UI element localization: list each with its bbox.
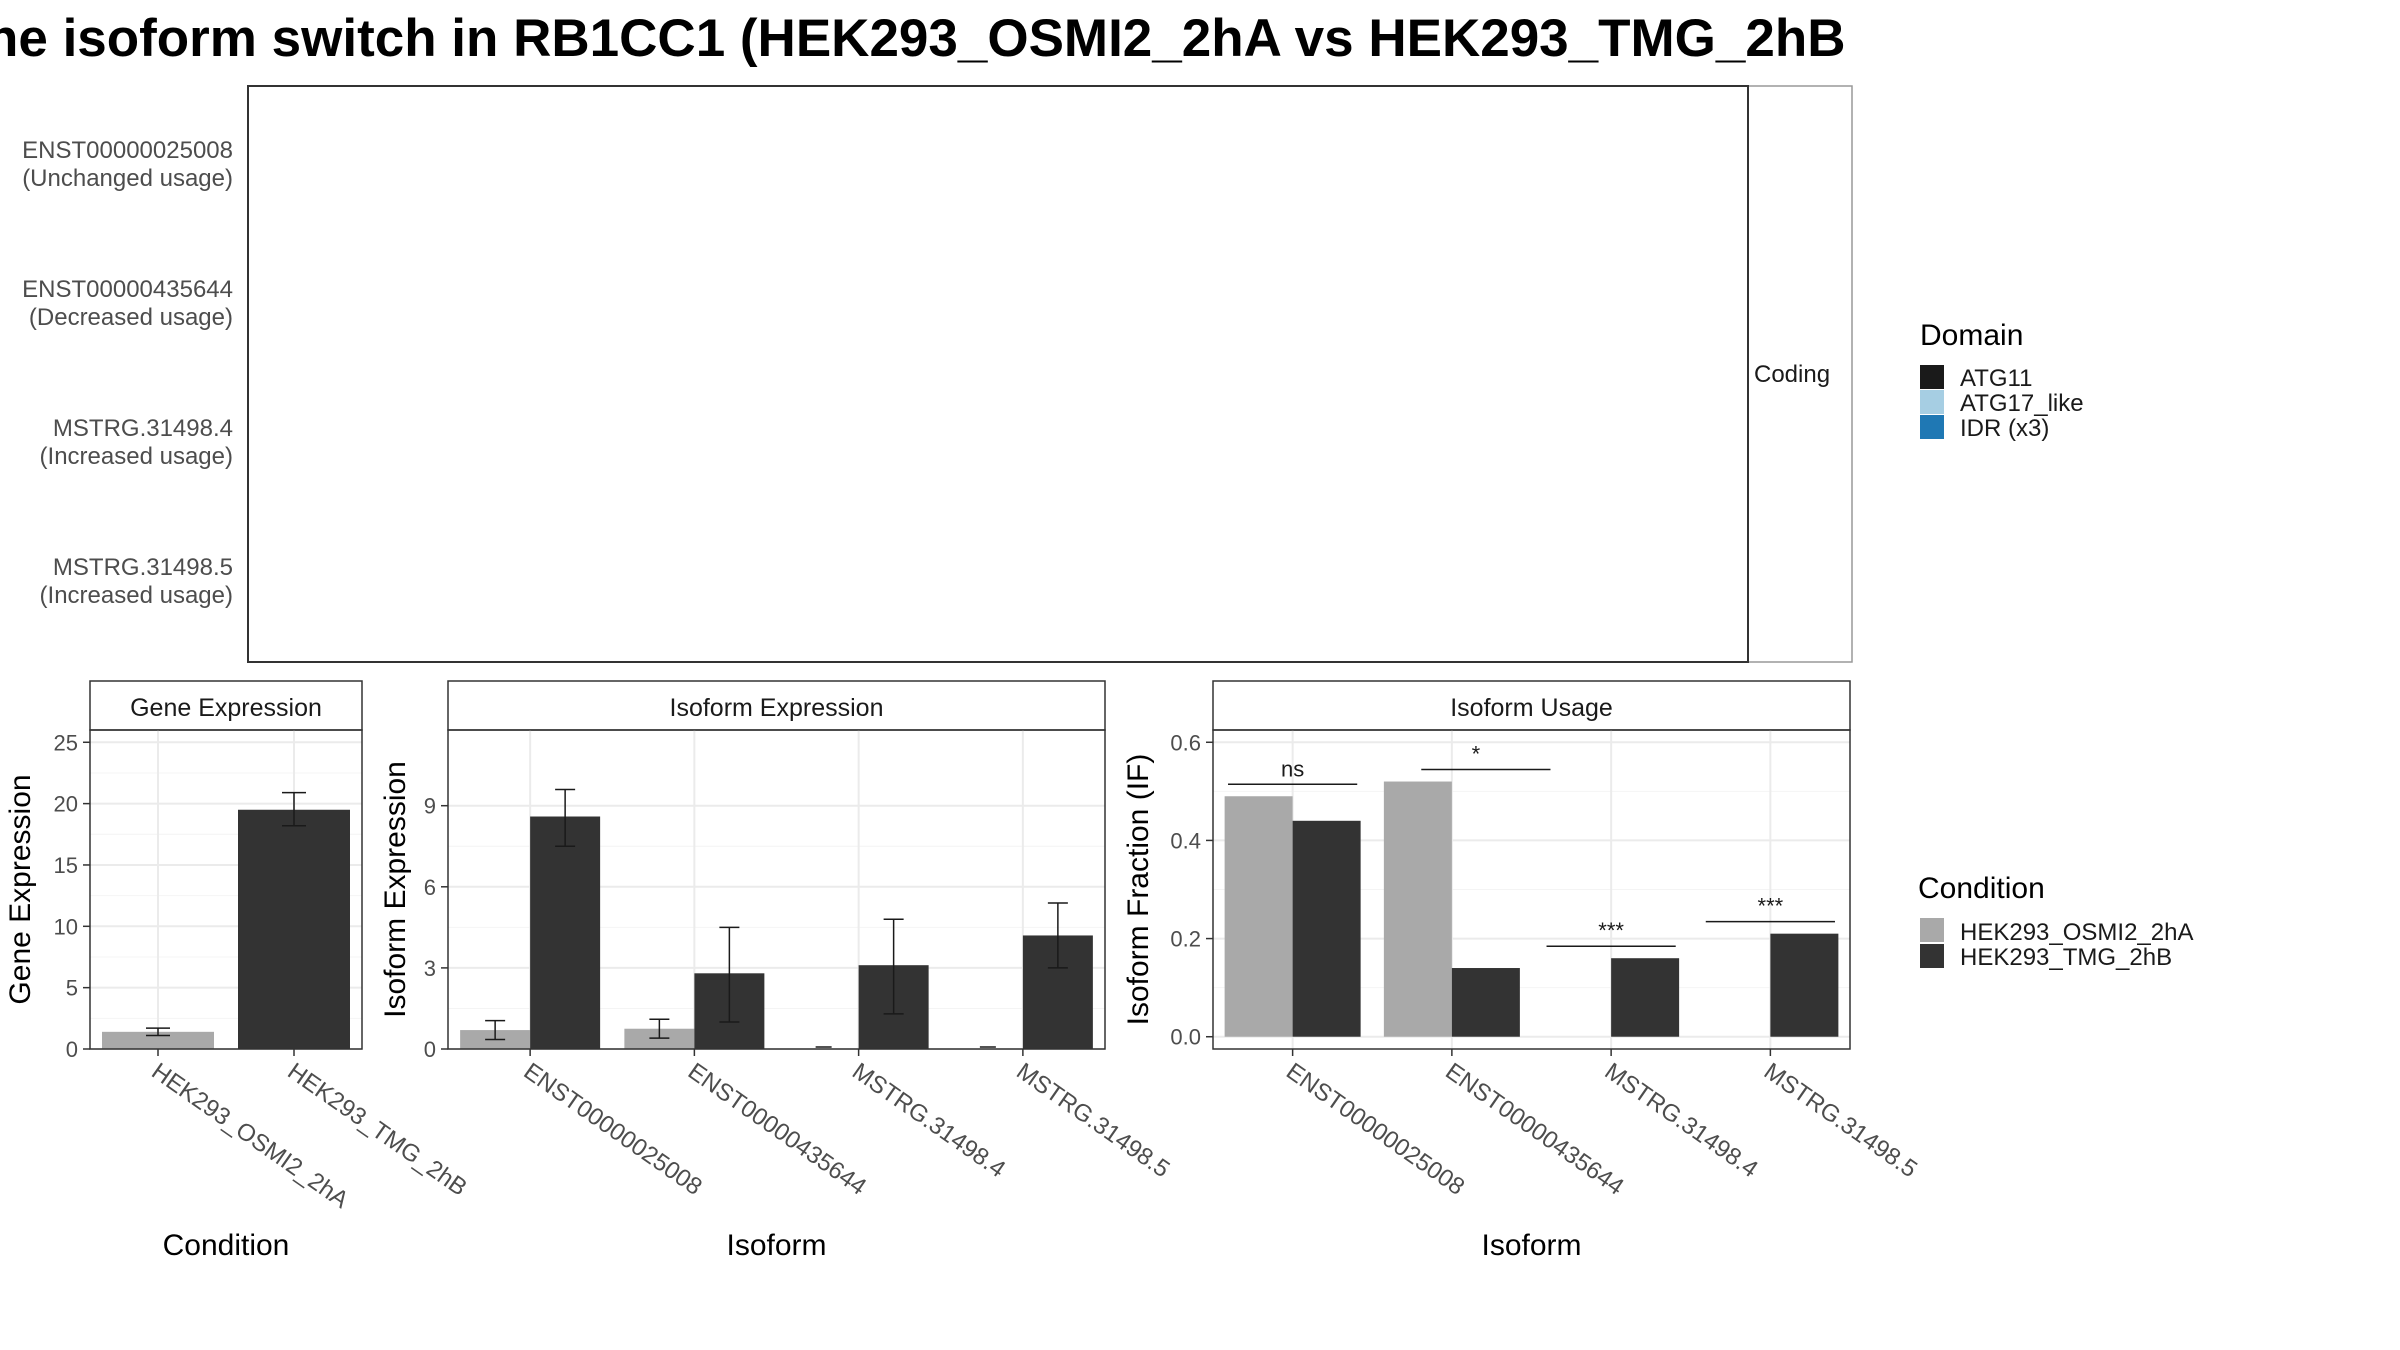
y-tick-label: 0 <box>66 1037 78 1062</box>
x-tick-label: MSTRG.31498.4 <box>1600 1058 1763 1183</box>
structure-panel-border <box>247 85 1749 663</box>
isoform-expression-y-axis-title: Isoform Expression <box>379 761 412 1018</box>
bar <box>1224 796 1293 1037</box>
isoform-usage-label: (Increased usage) <box>40 443 233 470</box>
isoform-id-label: MSTRG.31498.5 <box>53 554 233 581</box>
significance-label: *** <box>1598 918 1624 943</box>
isoform-usage-panel: Isoform Usagens*******0.00.20.40.6ENST00… <box>1122 680 1922 1262</box>
significance-label: ns <box>1281 756 1304 781</box>
isoform-expression-strip <box>447 680 1106 731</box>
isoform-expression-panel: Isoform Expression 0 3 6 9 ENST00000025008ENS… <box>379 680 1174 1262</box>
significance-label: * <box>1472 742 1481 767</box>
bar <box>1383 781 1452 1037</box>
isoform-usage-label: (Decreased usage) <box>29 304 233 331</box>
isoform-expression-x-axis-title: Isoform <box>726 1229 826 1262</box>
isoform-usage-panel-border <box>1212 729 1851 1050</box>
legend-label-osmi2: HEK293_OSMI2_2hA <box>1960 919 2193 946</box>
bar <box>1770 933 1839 1037</box>
structure-facet-strip <box>1747 85 1853 663</box>
isoform-usage-label: (Unchanged usage) <box>22 165 233 192</box>
y-tick-label: 0 <box>424 1037 436 1062</box>
bar <box>1451 968 1520 1037</box>
isoform-expression-strip-title: Isoform Expression <box>670 694 884 722</box>
domain-legend: Domain ATG11 ATG17_like IDR (x3) <box>1920 319 2084 442</box>
y-tick-label: 20 <box>54 792 78 817</box>
isoform-id-label: MSTRG.31498.4 <box>53 415 233 442</box>
condition-legend: Condition HEK293_OSMI2_2hA HEK293_TMG_2h… <box>1918 872 2193 971</box>
gene-expression-x-axis-title: Condition <box>163 1229 290 1262</box>
condition-legend-title: Condition <box>1918 872 2045 905</box>
isoform-usage-strip <box>1212 680 1851 731</box>
legend-label-tmg: HEK293_TMG_2hB <box>1960 944 2172 971</box>
significance-label: *** <box>1758 894 1784 919</box>
isoform-usage-x-axis-title: Isoform <box>1481 1229 1581 1262</box>
x-tick-label: MSTRG.31498.5 <box>1011 1058 1174 1183</box>
legend-swatch-osmi2 <box>1920 918 1944 942</box>
y-tick-label: 6 <box>424 875 436 900</box>
isoform-usage-y-axis-title: Isoform Fraction (IF) <box>1122 754 1155 1026</box>
isoform-usage-label: (Increased usage) <box>40 582 233 609</box>
gene-expression-panel-border <box>89 729 363 1050</box>
legend-label-atg17-like: ATG17_like <box>1960 390 2084 417</box>
y-tick-label: 3 <box>424 956 436 981</box>
legend-swatch-atg11 <box>1920 365 1944 389</box>
domain-legend-title: Domain <box>1920 319 2023 352</box>
x-tick-label: ENST00000435644 <box>683 1058 871 1201</box>
isoform-id-label: ENST00000435644 <box>22 276 233 303</box>
legend-swatch-tmg <box>1920 944 1944 968</box>
gene-expression-strip <box>89 680 363 731</box>
y-tick-label: 0.2 <box>1170 927 1201 952</box>
y-tick-label: 9 <box>424 794 436 819</box>
bar <box>238 809 350 1049</box>
y-tick-label: 5 <box>66 976 78 1001</box>
legend-label-idr: IDR (x3) <box>1960 415 2049 442</box>
bar-charts: Gene Expression0510152025HEK293_OSMI2_2h… <box>4 680 1922 1262</box>
isoform-usage-strip-title: Isoform Usage <box>1450 694 1613 722</box>
y-tick-label: 10 <box>54 914 78 939</box>
gene-expression-strip-title: Gene Expression <box>130 694 322 722</box>
bar <box>1611 958 1680 1037</box>
bar <box>1292 820 1361 1037</box>
y-tick-label: 0.6 <box>1170 730 1201 755</box>
isoform-id-label: ENST00000025008 <box>22 137 233 164</box>
structure-facet-label: Coding <box>1754 361 1830 388</box>
x-tick-label: MSTRG.31498.5 <box>1759 1058 1922 1183</box>
transcript-structure-panel: Coding ENST00000025008(Unchanged usage) E… <box>22 85 1853 663</box>
gene-expression-y-axis-title: Gene Expression <box>4 774 37 1004</box>
legend-swatch-idr <box>1920 415 1944 439</box>
y-tick-label: 15 <box>54 853 78 878</box>
isoform-expression-panel-border <box>447 729 1106 1050</box>
bar <box>102 1031 214 1049</box>
y-tick-label: 0.4 <box>1170 828 1201 853</box>
x-tick-label: MSTRG.31498.4 <box>847 1058 1010 1183</box>
x-tick-label: ENST00000025008 <box>519 1058 707 1201</box>
legend-label-atg11: ATG11 <box>1960 365 2032 392</box>
y-tick-label: 0.0 <box>1170 1025 1201 1050</box>
legend-swatch-atg17-like <box>1920 390 1944 414</box>
figure-title: ne isoform switch in RB1CC1 (HEK293_OSMI… <box>0 9 1845 68</box>
bar <box>530 816 601 1049</box>
y-tick-label: 25 <box>54 730 78 755</box>
